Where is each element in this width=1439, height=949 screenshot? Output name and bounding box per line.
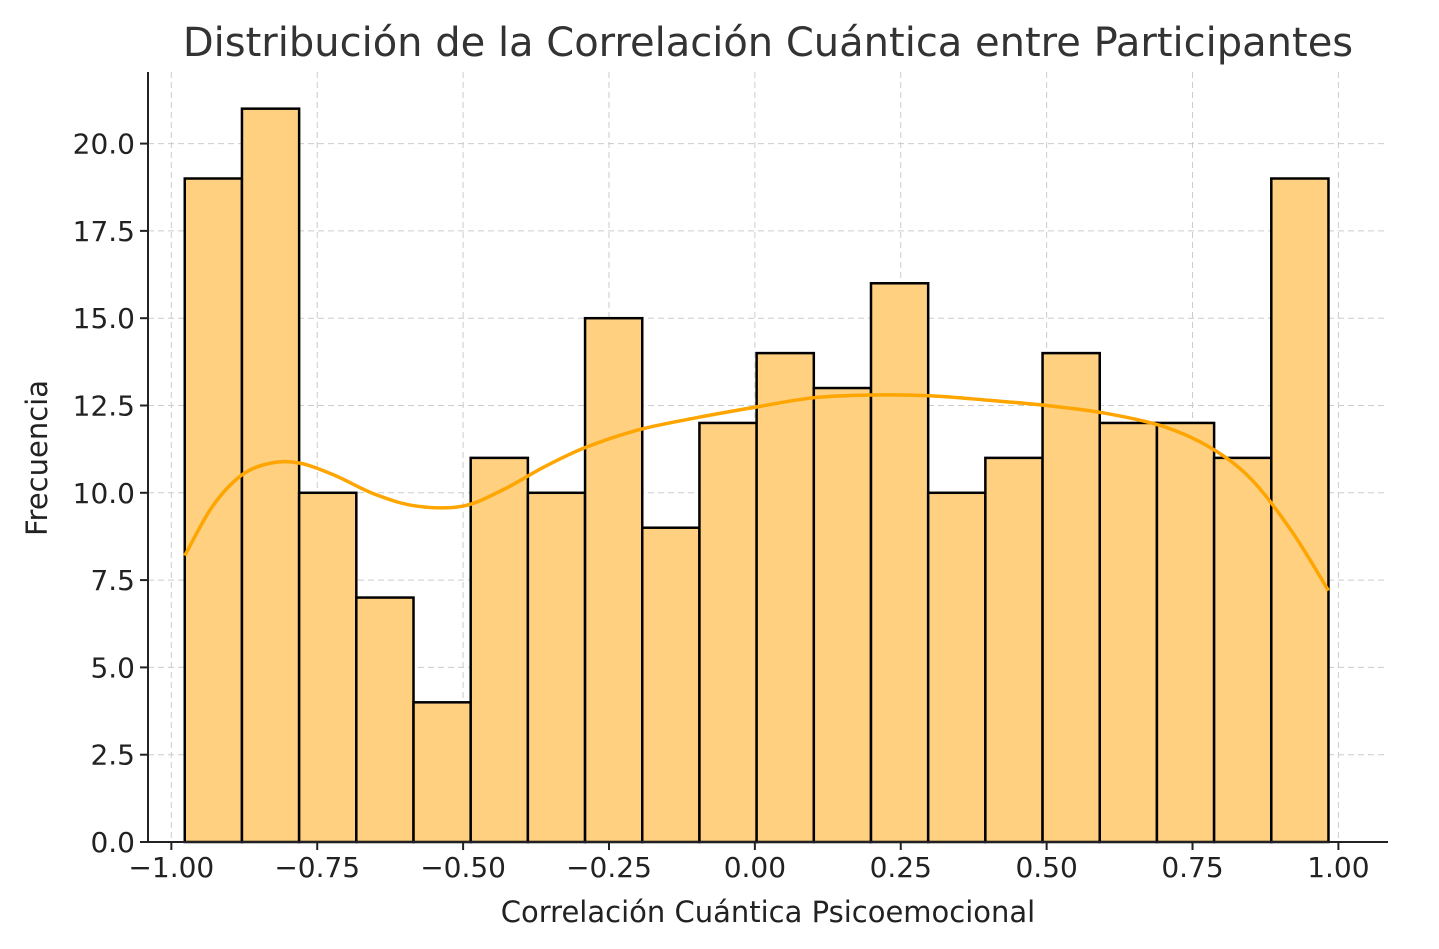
- y-tick-label: 12.5: [73, 389, 135, 422]
- histogram-bar: [240, 107, 301, 844]
- y-tick-label: 2.5: [90, 739, 135, 772]
- y-tick-label: 5.0: [90, 651, 135, 684]
- histogram-bar: [984, 456, 1044, 844]
- x-tick-label: −0.75: [274, 851, 360, 884]
- y-axis-ticks: 0.0 2.5 5.0 7.5 10.0 12.5 15.0 17.5 20.0: [73, 128, 148, 859]
- chart-title: Distribución de la Correlación Cuántica …: [183, 20, 1353, 66]
- x-axis-label: Correlación Cuántica Psicoemocional: [501, 895, 1035, 929]
- histogram-bar: [469, 456, 530, 844]
- y-tick-label: 15.0: [73, 302, 135, 335]
- x-tick-label: 1.00: [1307, 851, 1369, 884]
- histogram-bar: [355, 596, 415, 844]
- histogram-bar: [297, 491, 358, 844]
- axes-spines: [147, 72, 1388, 843]
- histogram-bar: [1098, 421, 1159, 844]
- x-tick-label: 0.75: [1161, 851, 1223, 884]
- histogram-bars: [183, 107, 1330, 844]
- y-tick-label: 17.5: [73, 215, 135, 248]
- x-axis-ticks: −1.00 −0.75 −0.50 −0.25 0.00 0.25 0.50 0.75 1.00: [128, 842, 1370, 884]
- histogram-bar: [869, 282, 930, 844]
- histogram-bar: [412, 701, 472, 844]
- histogram-bar: [698, 421, 758, 844]
- y-axis-label: Frecuencia: [20, 380, 54, 536]
- x-tick-label: −0.25: [566, 851, 652, 884]
- histogram-bar: [1270, 177, 1330, 844]
- histogram-bar: [1212, 456, 1273, 844]
- x-tick-label: 0.00: [724, 851, 786, 884]
- kde-curve: [183, 393, 1330, 592]
- histogram-bar: [1155, 421, 1216, 844]
- x-tick-label: 0.25: [870, 851, 932, 884]
- y-tick-label: 7.5: [90, 564, 135, 597]
- histogram-bar: [812, 386, 873, 844]
- histogram-bar: [926, 491, 987, 844]
- y-tick-label: 20.0: [73, 128, 135, 161]
- histogram-bar: [1041, 351, 1101, 844]
- histogram-bar: [183, 177, 244, 844]
- histogram-bar: [583, 316, 644, 844]
- histogram-bar: [755, 351, 816, 844]
- y-tick-label: 10.0: [73, 477, 135, 510]
- x-tick-label: 0.50: [1015, 851, 1077, 884]
- x-tick-label: −1.00: [128, 851, 214, 884]
- x-tick-label: −0.50: [420, 851, 506, 884]
- histogram-bar: [640, 526, 701, 844]
- y-tick-label: 0.0: [90, 826, 135, 859]
- histogram-bar: [526, 491, 587, 844]
